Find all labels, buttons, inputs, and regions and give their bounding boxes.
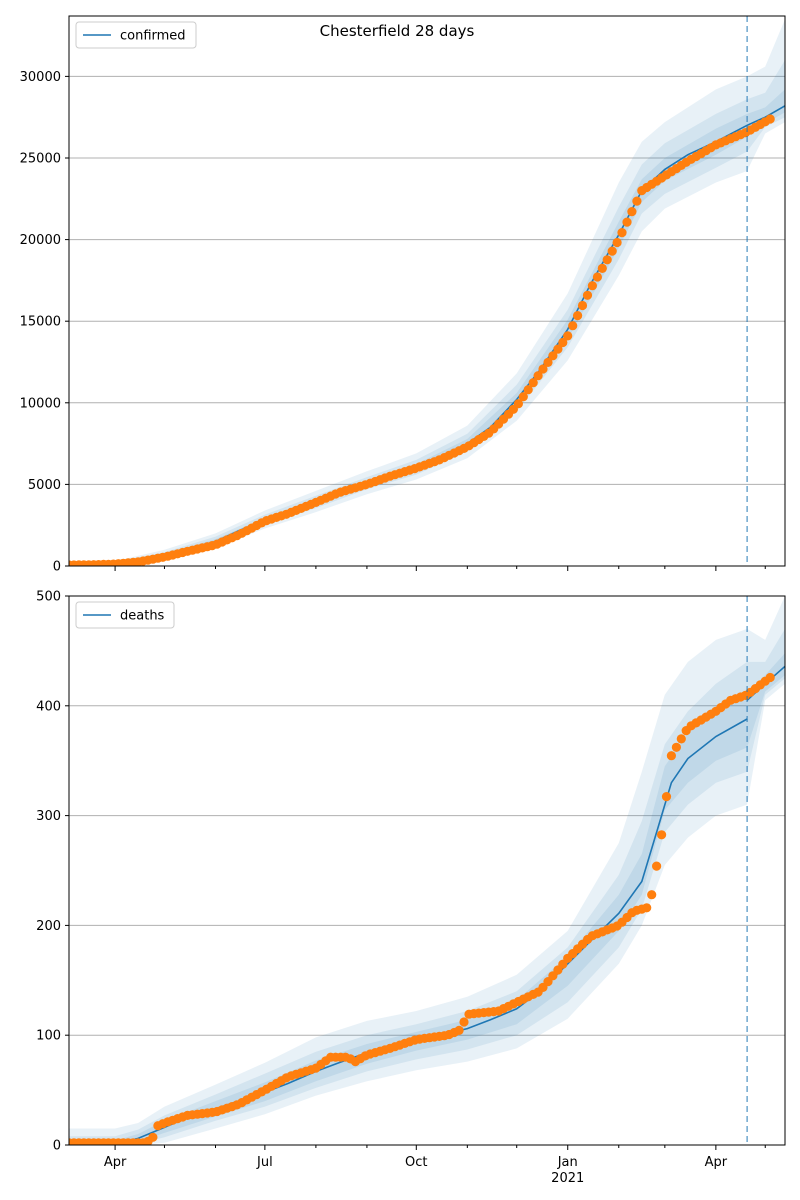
y-tick-label: 0 [53,1139,61,1154]
x-tick-year-label: 2021 [551,1171,584,1186]
observed-point [513,399,524,409]
legend-label: confirmed [120,29,186,44]
observed-point [765,114,775,124]
legend-box [75,601,175,629]
observed-point [607,246,617,256]
observed-point [642,903,652,913]
uncertainty-band-inner [69,653,785,1145]
observed-point [577,300,588,311]
y-tick-label: 500 [36,590,61,605]
observed-point [548,351,558,361]
observed-point [523,385,533,395]
observed-point [627,207,637,217]
y-tick-label: 400 [36,699,61,714]
observed-point [592,272,603,282]
observed-point [558,337,568,348]
uncertainty-band-outer [69,19,785,566]
observed-point [553,344,563,354]
observed-point [587,281,598,291]
observed-point [671,742,682,752]
observed-point [454,1025,464,1035]
x-tick-label: Apr [104,1155,127,1170]
observed-point [518,392,528,402]
observed-point [597,263,607,273]
y-tick-label: 100 [36,1029,61,1044]
observed-point [582,290,593,300]
plot-area [69,19,785,566]
x-tick-label: Jan [557,1155,578,1170]
legend: confirmed [75,21,197,49]
x-tick-label: Oct [405,1155,427,1170]
uncertainty-band-middle [69,60,785,566]
observed-point [538,364,548,374]
observed-point [632,196,642,206]
y-tick-label: 200 [36,919,61,934]
chart-title: Chesterfield 28 days [320,22,475,40]
y-tick-label: 15000 [20,315,61,330]
observed-point [148,1132,158,1142]
observed-point [563,331,573,341]
observed-point [622,217,632,227]
observed-point [661,792,672,802]
y-tick-label: 20000 [20,233,61,248]
axes-frame [68,595,786,1146]
observed-point [602,255,612,265]
observed-point [652,861,662,871]
axes-frame [68,15,786,567]
observed-point [459,1017,469,1027]
confirmed-panel: 0 5000 10000 15000 20000 25000 30000 confirmed [20,15,786,575]
observed-point [533,371,543,381]
observed-series [69,114,775,566]
observed-point [617,228,627,238]
observed-point [647,890,657,900]
observed-point [676,734,686,744]
observed-point [657,830,667,840]
y-tick-label: 10000 [20,396,61,411]
uncertainty-band-inner [69,89,785,566]
legend-box [75,21,197,49]
legend-label: deaths [120,609,165,624]
y-tick-label: 30000 [20,70,61,85]
observed-point [573,311,583,321]
uncertainty-band-outer [69,596,785,1145]
observed-point [666,751,677,761]
y-tick-label: 5000 [28,478,61,493]
y-tick-label: 25000 [20,151,61,166]
observed-series [69,672,775,1145]
observed-point [765,672,775,683]
observed-point [612,237,622,248]
x-tick-label: Jul [256,1155,273,1170]
y-tick-label: 0 [53,560,61,575]
legend: deaths [75,601,175,629]
observed-point [543,357,553,367]
observed-point [528,378,538,388]
plot-area [69,596,785,1145]
observed-point [568,321,578,331]
y-tick-label: 300 [36,809,61,824]
x-tick-label: Apr [705,1155,728,1170]
